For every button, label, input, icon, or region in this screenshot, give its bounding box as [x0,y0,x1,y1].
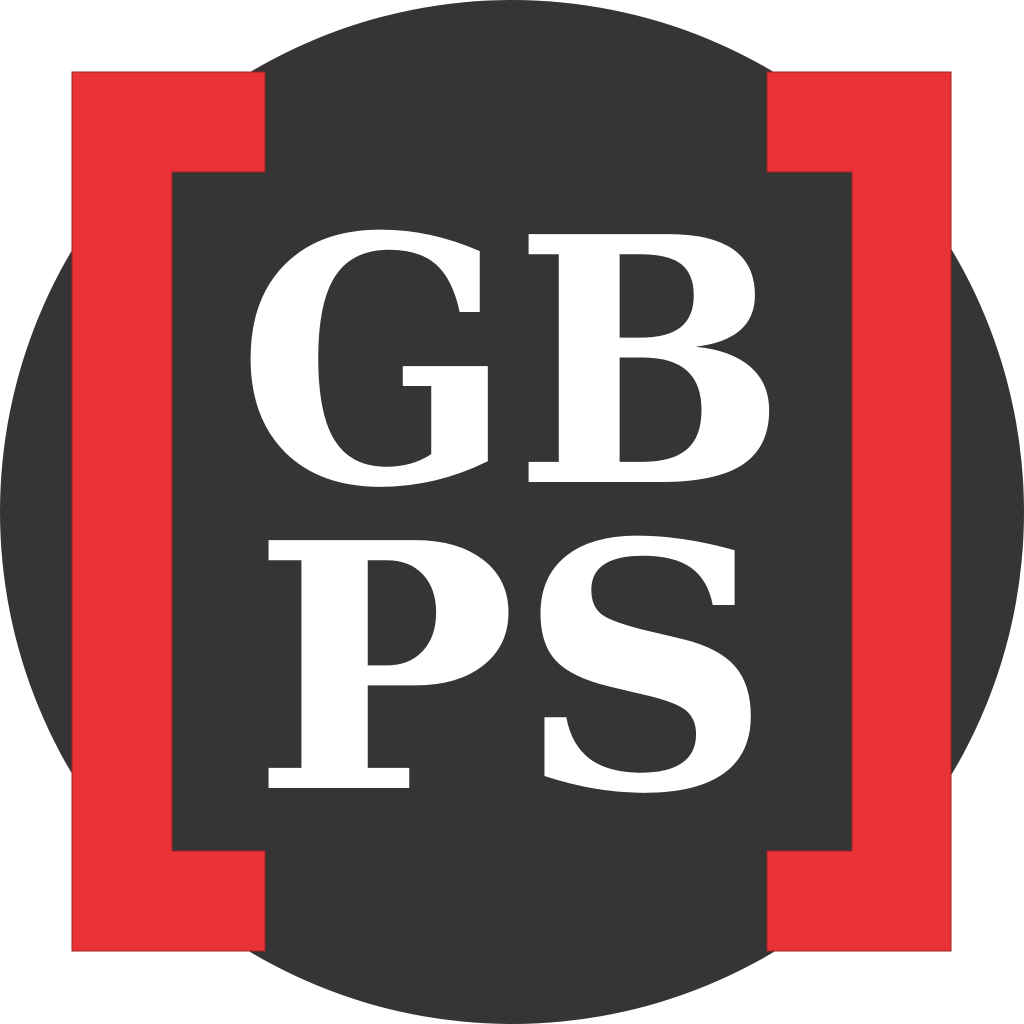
left-bracket-shape [71,71,266,952]
logo-line-2: PS [252,470,772,869]
logo-line-1: GB [237,164,787,563]
right-bracket-shape [766,71,952,952]
